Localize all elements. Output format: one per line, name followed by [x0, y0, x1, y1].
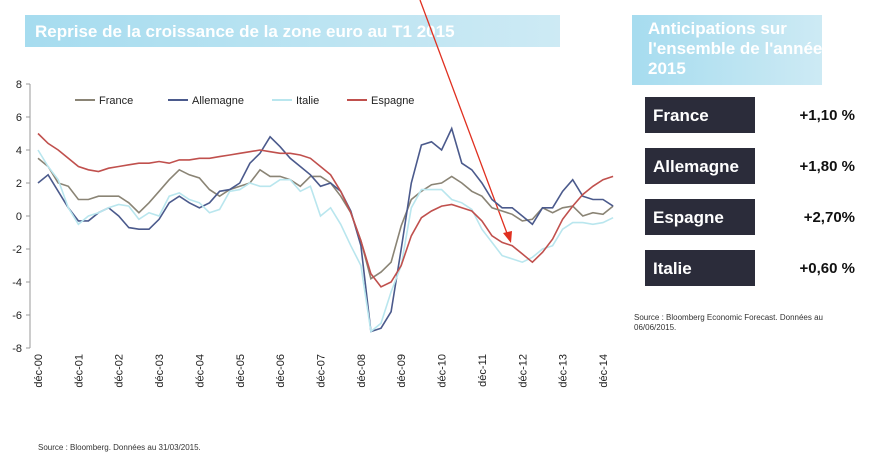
- series-line: [37, 126, 614, 333]
- x-tick-label: déc-08: [356, 354, 368, 388]
- legend-label: Allemagne: [192, 95, 244, 107]
- forecast-title: Anticipations sur: [648, 19, 787, 38]
- y-tick-label: 6: [16, 112, 22, 124]
- x-tick-label: déc-04: [194, 354, 206, 388]
- x-tick-label: déc-09: [396, 354, 408, 388]
- y-tick-label: 2: [16, 178, 22, 190]
- x-tick-label: déc-00: [33, 354, 45, 388]
- forecast-source: Source : Bloomberg Economic Forecast. Do…: [634, 313, 823, 322]
- legend-label: Italie: [296, 95, 319, 107]
- forecast-box: [645, 199, 755, 235]
- legend-label: Espagne: [371, 95, 414, 107]
- forecast-title: 2015: [648, 59, 686, 78]
- legend-label: France: [99, 95, 133, 107]
- forecast-value: +1,10 %: [800, 107, 855, 124]
- y-tick-label: 4: [16, 145, 22, 157]
- x-tick-label: déc-13: [558, 354, 570, 388]
- x-tick-label: déc-10: [437, 354, 449, 388]
- forecast-label: Italie: [653, 259, 692, 278]
- x-tick-label: déc-05: [235, 354, 247, 388]
- x-tick-label: déc-11: [477, 354, 489, 387]
- y-tick-label: -2: [12, 244, 22, 256]
- source: Source : Bloomberg. Données au 31/03/201…: [38, 443, 201, 452]
- series-line: [37, 149, 614, 334]
- series-line: [37, 157, 614, 280]
- forecast-box: [645, 97, 755, 133]
- forecast-value: +1,80 %: [800, 158, 855, 175]
- forecast-label: France: [653, 106, 709, 125]
- y-tick-label: -8: [12, 343, 22, 355]
- y-tick-label: 8: [16, 79, 22, 91]
- forecast-box: [645, 250, 755, 286]
- x-tick-label: déc-07: [316, 354, 328, 388]
- y-tick-label: -4: [12, 277, 22, 289]
- forecast-box: [645, 148, 755, 184]
- chart-title: Reprise de la croissance de la zone euro…: [35, 22, 455, 41]
- x-tick-label: déc-02: [114, 354, 126, 388]
- y-tick-label: -6: [12, 310, 22, 322]
- forecast-title: l'ensemble de l'année: [648, 39, 822, 58]
- forecast-source: 06/06/2015.: [634, 323, 676, 332]
- x-tick-label: déc-06: [275, 354, 287, 388]
- series-line: [37, 132, 614, 288]
- x-tick-label: déc-12: [517, 354, 529, 388]
- forecast-label: Allemagne: [653, 157, 739, 176]
- forecast-value: +2,70%: [804, 209, 855, 226]
- forecast-label: Espagne: [653, 208, 724, 227]
- forecast-value: +0,60 %: [800, 260, 855, 277]
- y-tick-label: 0: [16, 211, 22, 223]
- x-tick-label: déc-01: [73, 354, 85, 388]
- arrow-head: [503, 231, 512, 243]
- forecast-banner: [632, 15, 822, 85]
- x-tick-label: déc-14: [598, 354, 610, 388]
- x-tick-label: déc-03: [154, 354, 166, 388]
- title-banner: [25, 15, 560, 47]
- annotation-arrow: [419, 0, 509, 237]
